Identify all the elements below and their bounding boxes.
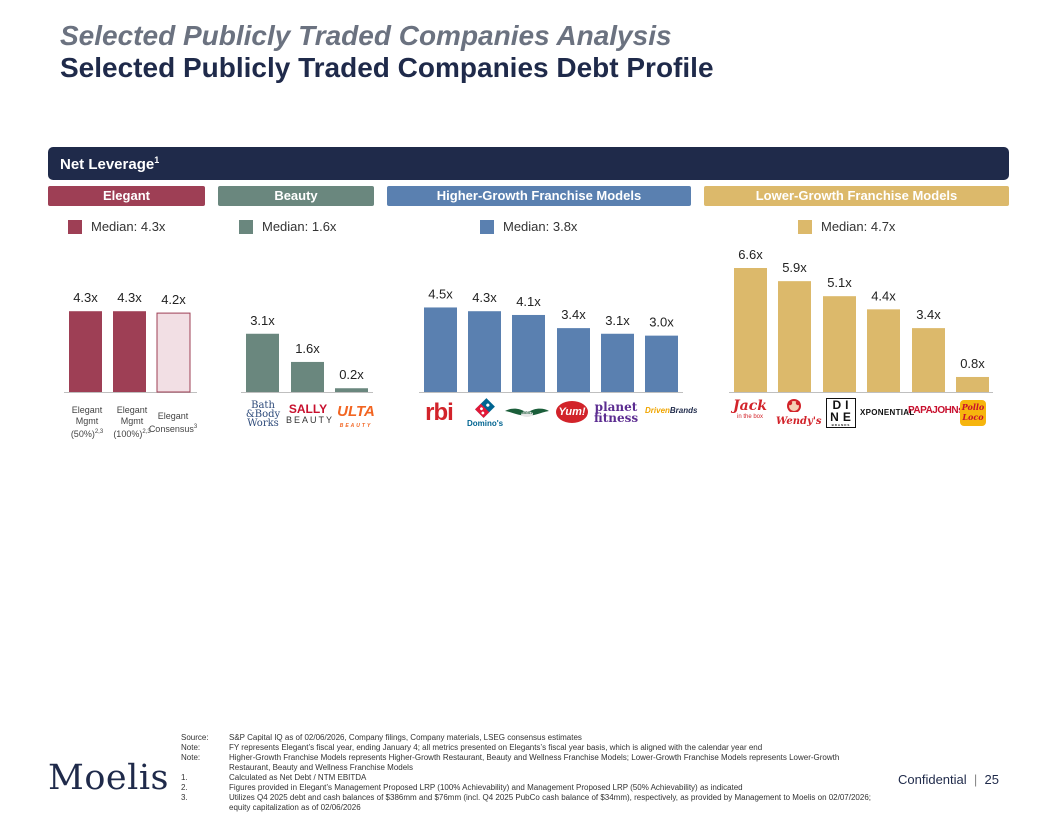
wendys-face-icon [787,399,801,413]
xlabel-elegant-mgmt-50: Elegant Mgmt (50%)2,3 [70,405,104,439]
confidential-page-number: Confidential | 25 [898,772,999,787]
legend-swatch [68,219,82,234]
legend-swatch [480,219,494,234]
banner-title: Net Leverage1 [60,155,160,173]
dine-brands-logo: DI NE BRANDS [826,398,856,428]
data-label: 4.5x [428,286,453,301]
data-label: 5.9x [782,260,807,275]
bar-dine-brands [823,296,856,392]
bar-jack-in-the-box [734,268,767,392]
footnote-3: 3. Utilizes Q4 2025 debt and cash balance… [181,793,871,812]
papa-johns-logo: PAPAJOHNs [908,405,964,416]
bar-papa-john-s [912,328,945,392]
legend-swatch [798,219,812,234]
category-header-elegant: Elegant [48,186,205,206]
data-label: 5.1x [827,275,852,290]
data-label: 4.1x [516,294,541,309]
footnote-note-2: Note: Higher-Growth Franchise Models repr… [181,753,840,772]
data-label: 4.2x [161,292,186,307]
bar-driven-brands [645,335,678,392]
sally-beauty-logo: SALLY BEAUTY [286,402,335,425]
data-label: 4.4x [871,288,896,303]
driven-brands-logo: DrivenBrands [645,406,698,415]
legend-swatch [239,219,253,234]
category-header-higher-growth: Higher-Growth Franchise Models [387,186,691,206]
median-lower-growth: Median: 4.7x [798,219,895,234]
median-higher-growth: Median: 3.8x [480,219,577,234]
bar-yum [557,328,590,392]
data-label: 3.1x [250,313,275,328]
bar-elegant-mgmt-100 [113,311,146,392]
footnote-1: 1. Calculated as Net Debt / NTM EBITDA [181,773,367,782]
page-supertitle: Selected Publicly Traded Companies Analy… [60,20,672,51]
data-label: 4.3x [472,290,497,305]
wingstop-logo: WINGSTOP [504,405,550,426]
xponential-logo: XPONENTIAL [860,408,915,417]
footnote-note-1: Note: FY represents Elegant’s fiscal year… [181,743,763,752]
bar-bath-body-works [246,333,279,392]
bar-elegant-consensus [156,312,191,393]
data-label: 4.3x [117,290,142,305]
category-header-beauty: Beauty [218,186,374,206]
yum-logo: Yum! [556,401,588,423]
bar-domino-s [468,311,501,392]
bar-rbi [424,307,457,392]
xlabel-elegant-mgmt-100: Elegant Mgmt (100%)2,3 [113,405,151,439]
footnote-2: 2. Figures provided in Elegant’s Manageme… [181,783,743,792]
footnotes: Source: S&P Capital IQ as of 02/06/2026, … [181,733,881,813]
bar-sally-beauty [291,361,324,392]
wingstop-wings-icon [505,408,549,417]
el-pollo-loco-logo: Pollo Loco [960,400,986,426]
footnote-source: Source: S&P Capital IQ as of 02/06/2026, … [181,733,582,742]
bar-pollo-loco [956,376,989,392]
xlabel-elegant-consensus: Elegant Consensus3 [148,411,198,434]
bar-planet-fitness [601,333,634,392]
bar-xponential [867,309,900,392]
bar-elegant-mgmt-50 [69,311,102,392]
planet-fitness-logo: planet fitness [594,400,639,425]
data-label: 4.3x [73,290,98,305]
data-label: 1.6x [295,341,320,356]
data-label: 3.4x [561,307,586,322]
dominos-tile-icon [475,398,495,418]
jack-in-the-box-logo: Jack in the box [733,398,767,421]
data-label: 3.4x [916,307,941,322]
wendys-logo: Wendy's [776,398,822,427]
bar-ulta-beauty [335,388,368,392]
data-label: 6.6x [738,247,763,262]
bar-wingstop [512,314,545,392]
moelis-brand-logo: Moelis [48,758,169,798]
ulta-beauty-logo: ULTA BEAUTY [337,403,375,429]
data-label: 3.0x [649,315,674,330]
data-label: 0.2x [339,367,364,382]
median-beauty: Median: 1.6x [239,219,336,234]
median-elegant: Median: 4.3x [68,219,165,234]
section-banner: Net Leverage1 [48,147,1009,180]
page-title: Selected Publicly Traded Companies Debt … [60,52,714,83]
data-label: 0.8x [960,356,985,371]
dominos-logo: Domino's [463,398,507,428]
rbi-logo: rbi [425,399,454,426]
bar-wendy-s [778,281,811,392]
bath-body-works-logo: Bath &Body Works [245,400,281,429]
category-header-lower-growth: Lower-Growth Franchise Models [704,186,1009,206]
data-label: 3.1x [605,313,630,328]
net-leverage-chart: 4.3x 4.3x 4.2x 3.1x 1.6x 0.2x 4.5x 4.3x 4.1x 3.4x… [64,247,993,393]
